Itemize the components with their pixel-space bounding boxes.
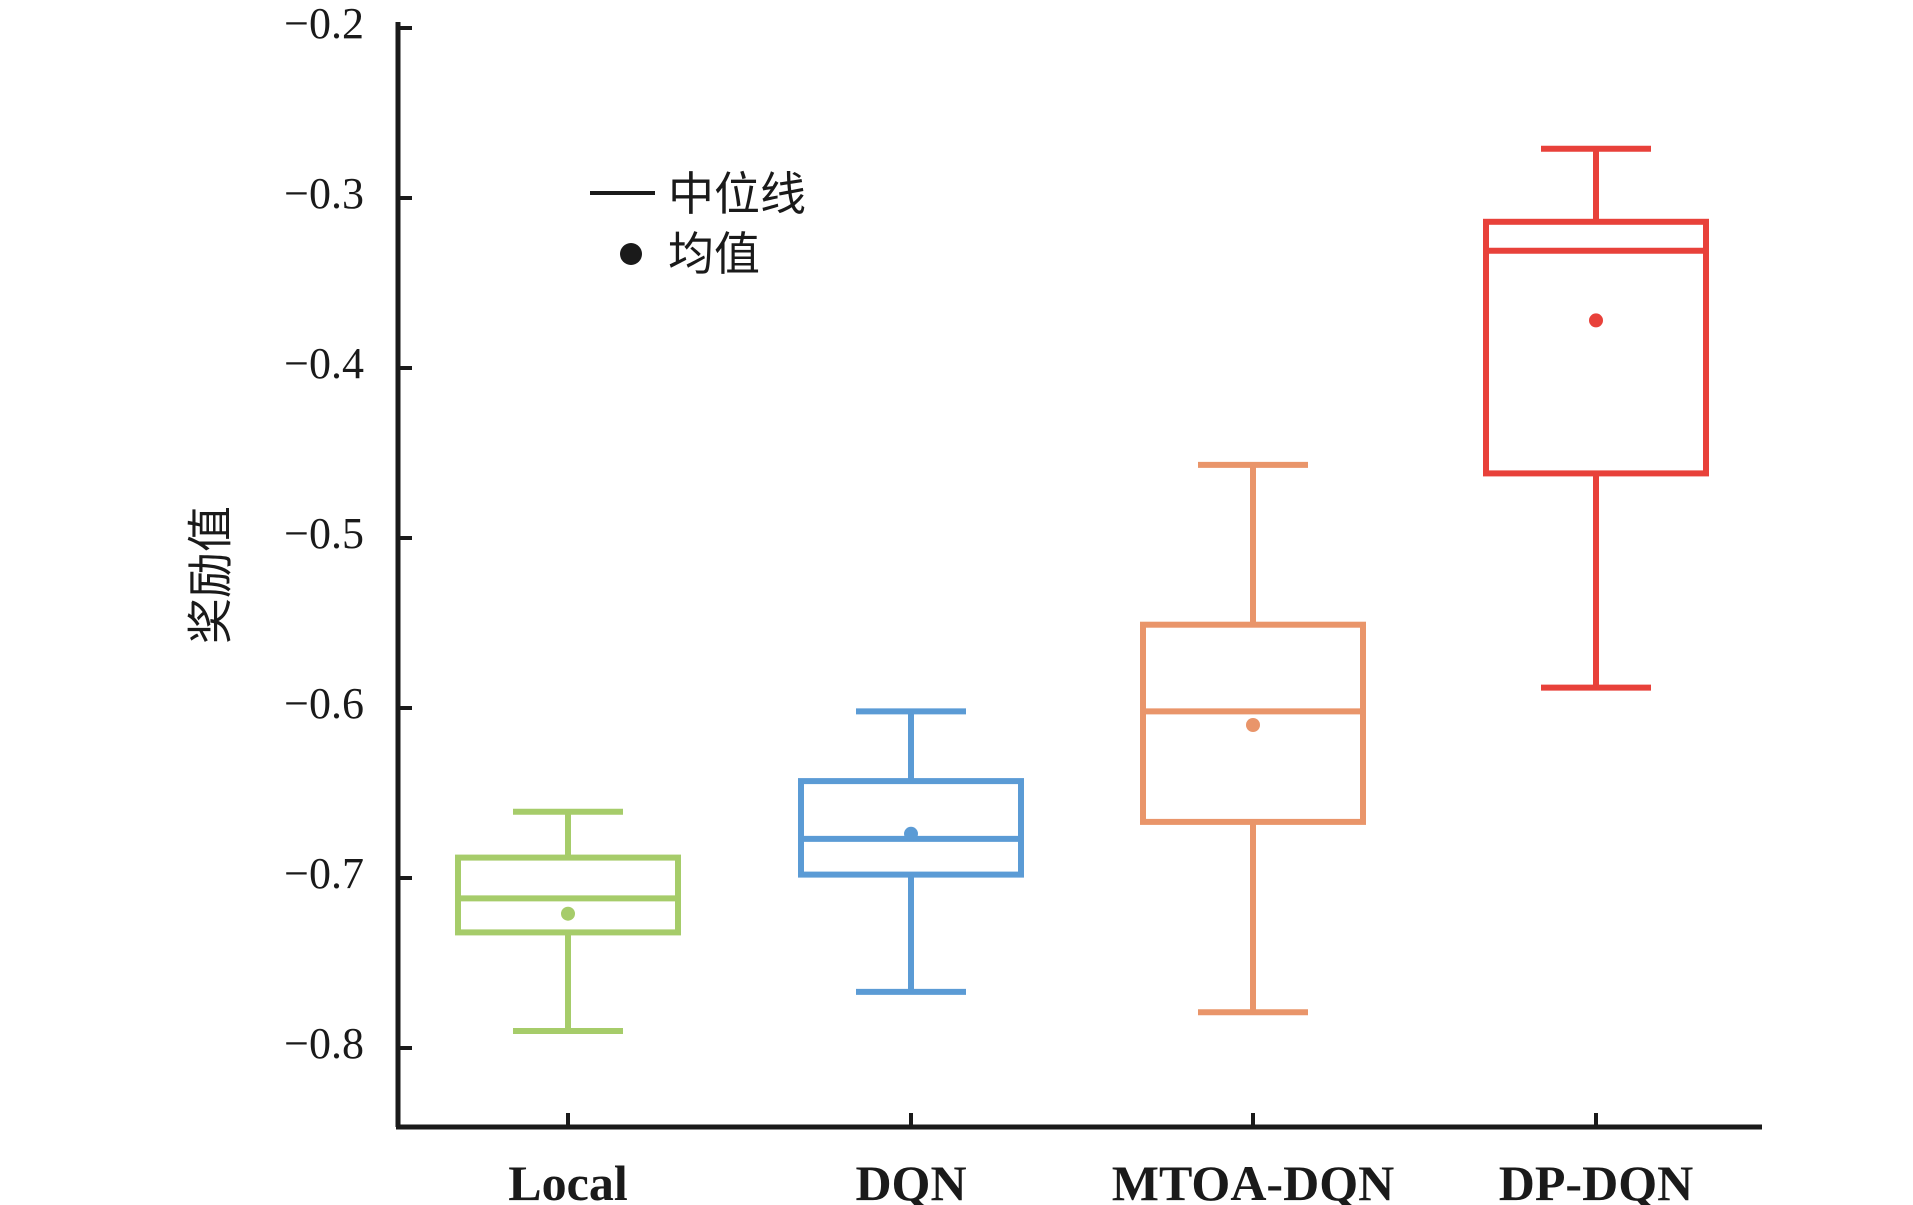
boxes [455, 145, 1709, 1034]
y-axis-label: 奖励值 [184, 506, 238, 644]
y-tick-label: −0.8 [284, 1019, 364, 1068]
box-mtoa-dqn [1140, 461, 1366, 1016]
box-local [455, 808, 681, 1034]
legend: 中位线 均值 [590, 167, 806, 281]
mean-dot [561, 906, 575, 921]
x-tick-label: MTOA-DQN [1112, 1155, 1394, 1205]
y-tick-label: −0.3 [284, 169, 364, 218]
x-tick-label: Local [508, 1155, 628, 1205]
y-ticks: −0.2 −0.3 −0.4 −0.5 −0.6 −0.7 −0.8 [284, 0, 412, 1068]
iqr-box [455, 854, 681, 936]
legend-mean-dot-icon [620, 243, 642, 265]
y-tick-label: −0.4 [284, 339, 364, 388]
y-tick-label: −0.7 [284, 849, 364, 898]
mean-dot [904, 826, 918, 841]
mean-dot [1246, 718, 1260, 732]
y-tick-label: −0.2 [284, 0, 364, 48]
x-ticks: Local DQN MTOA-DQN DP-DQN [508, 1113, 1693, 1205]
y-tick-label: −0.6 [284, 679, 364, 728]
box-dqn [798, 708, 1024, 995]
iqr-box [1483, 218, 1709, 477]
legend-median-label: 中位线 [668, 167, 806, 221]
box-dp-dqn [1483, 145, 1709, 691]
iqr-box [1140, 621, 1366, 825]
x-tick-label: DQN [855, 1155, 966, 1205]
axes [395, 22, 1762, 1130]
y-tick-label: −0.5 [284, 509, 364, 558]
iqr-box [798, 778, 1024, 878]
x-tick-label: DP-DQN [1499, 1155, 1693, 1205]
legend-mean-label: 均值 [668, 227, 760, 281]
mean-dot [1589, 313, 1603, 328]
